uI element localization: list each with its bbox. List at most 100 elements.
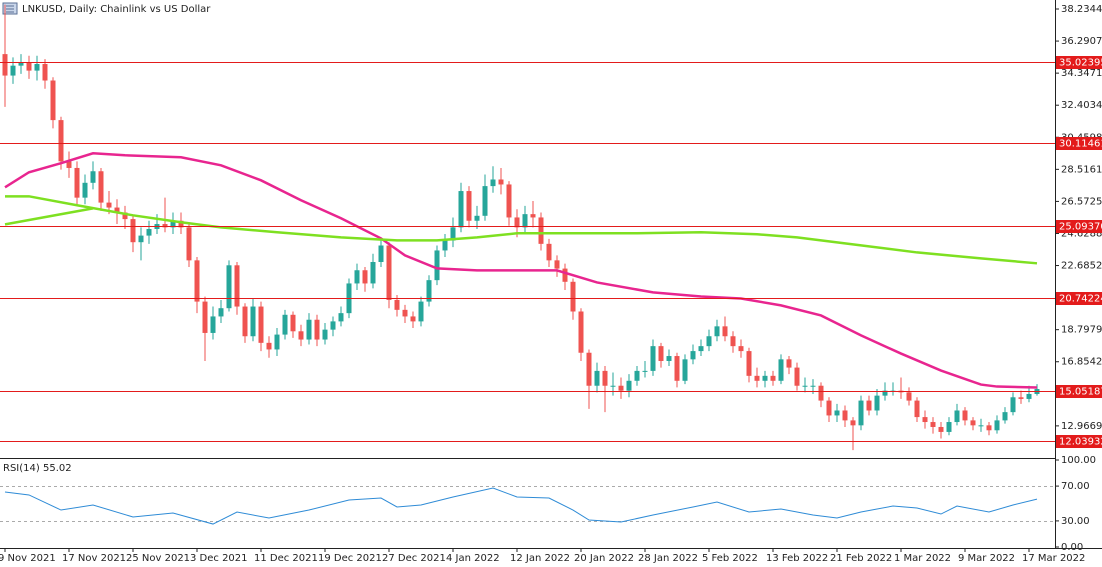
- candle-body: [682, 359, 688, 381]
- candle-body: [370, 261, 376, 284]
- level-label-box: [1056, 220, 1102, 233]
- x-tick-label: 3 Dec 2021: [190, 553, 248, 564]
- candle-body: [570, 281, 576, 312]
- y-tick-label: 70.00: [1061, 481, 1090, 492]
- candle-body: [282, 314, 288, 335]
- y-tick-label: 26.57250: [1061, 196, 1102, 207]
- x-tick-label: 20 Jan 2022: [574, 553, 634, 564]
- candle-body: [834, 410, 840, 416]
- level-label-box: [1056, 435, 1102, 448]
- candle-body: [338, 313, 344, 322]
- candle-body: [810, 385, 816, 387]
- x-tick-label: 9 Mar 2022: [958, 553, 1015, 564]
- level-label: 20.74224: [1059, 294, 1102, 305]
- x-tick-label: 19 Dec 2021: [318, 553, 382, 564]
- candle-body: [922, 417, 928, 423]
- candle-body: [650, 346, 656, 371]
- candle-body: [450, 227, 456, 241]
- candle-body: [874, 395, 880, 411]
- candle-body: [74, 167, 80, 198]
- x-tick-label: 5 Feb 2022: [702, 553, 758, 564]
- x-tick-label: 17 Mar 2022: [1022, 553, 1085, 564]
- y-tick-label: 12.96695: [1061, 421, 1102, 432]
- candle-body: [514, 217, 520, 228]
- x-tick-label: 21 Feb 2022: [830, 553, 892, 564]
- candle-body: [10, 65, 16, 76]
- candle-body: [130, 219, 136, 243]
- candle-body: [410, 316, 416, 322]
- chart-title: LNKUSD, Daily: Chainlink vs US Dollar: [22, 4, 211, 15]
- candle-body: [506, 184, 512, 218]
- candle-body: [914, 400, 920, 418]
- candle-body: [562, 268, 568, 282]
- candle-body: [666, 356, 672, 361]
- candle-body: [658, 346, 664, 361]
- candle-body: [906, 392, 912, 401]
- candle-body: [930, 422, 936, 427]
- candle-body: [226, 265, 232, 309]
- candle-body: [738, 346, 744, 352]
- candle-body: [746, 351, 752, 376]
- candle-body: [962, 410, 968, 421]
- candle-body: [2, 54, 8, 76]
- x-tick-label: 25 Nov 2021: [126, 553, 190, 564]
- candle-body: [634, 370, 640, 381]
- candle-body: [218, 308, 224, 317]
- y-tick-label: 36.29075: [1061, 36, 1102, 47]
- candle-body: [578, 311, 584, 353]
- x-tick-label: 12 Jan 2022: [510, 553, 570, 564]
- candle-body: [938, 426, 944, 432]
- candle-body: [778, 359, 784, 381]
- candle-body: [498, 179, 504, 185]
- candle-body: [490, 179, 496, 187]
- y-tick-label: 30.00: [1061, 516, 1090, 527]
- candle-body: [674, 356, 680, 381]
- x-tick-label: 9 Nov 2021: [0, 553, 56, 564]
- candle-body: [762, 375, 768, 381]
- candle-body: [122, 212, 128, 220]
- candle-body: [178, 220, 184, 228]
- x-tick-label: 4 Jan 2022: [446, 553, 500, 564]
- candle-body: [794, 367, 800, 386]
- level-label-box: [1056, 385, 1102, 398]
- candle-body: [202, 301, 208, 333]
- candle-body: [362, 270, 368, 284]
- y-tick-label: 38.23440: [1061, 4, 1102, 15]
- candle-body: [234, 265, 240, 307]
- candle-body: [194, 260, 200, 302]
- candle-body: [378, 245, 384, 262]
- candle-body: [698, 346, 704, 352]
- y-tick-label: 32.40345: [1061, 100, 1102, 111]
- candle-body: [970, 420, 976, 426]
- candle-body: [418, 301, 424, 322]
- level-label-box: [1056, 56, 1102, 69]
- candle-body: [954, 410, 960, 423]
- candle-body: [946, 422, 952, 432]
- price-pane: [2, 4, 1040, 451]
- candle-body: [850, 420, 856, 426]
- candle-body: [554, 260, 560, 269]
- candle-body: [858, 400, 864, 426]
- moving-average: [4, 152, 1038, 389]
- moving-average: [5, 195, 1038, 265]
- candle-body: [98, 171, 104, 203]
- x-tick-label: 11 Dec 2021: [254, 553, 318, 564]
- candle-body: [26, 62, 32, 71]
- candle-body: [1010, 397, 1016, 413]
- candle-body: [474, 215, 480, 221]
- candle-body: [250, 306, 256, 337]
- candle-body: [442, 240, 448, 251]
- y-tick-label: 100.00: [1061, 455, 1096, 466]
- candle-body: [714, 326, 720, 337]
- candle-body: [298, 331, 304, 340]
- moving-average: [4, 207, 94, 226]
- y-tick-label: 34.3471: [1061, 68, 1102, 79]
- candle-body: [586, 352, 592, 386]
- candle-body: [210, 316, 216, 333]
- rsi-line: [4, 487, 1038, 525]
- candle-body: [826, 400, 832, 416]
- candle-body: [642, 370, 648, 372]
- candle-body: [466, 191, 472, 221]
- candle-body: [522, 214, 528, 228]
